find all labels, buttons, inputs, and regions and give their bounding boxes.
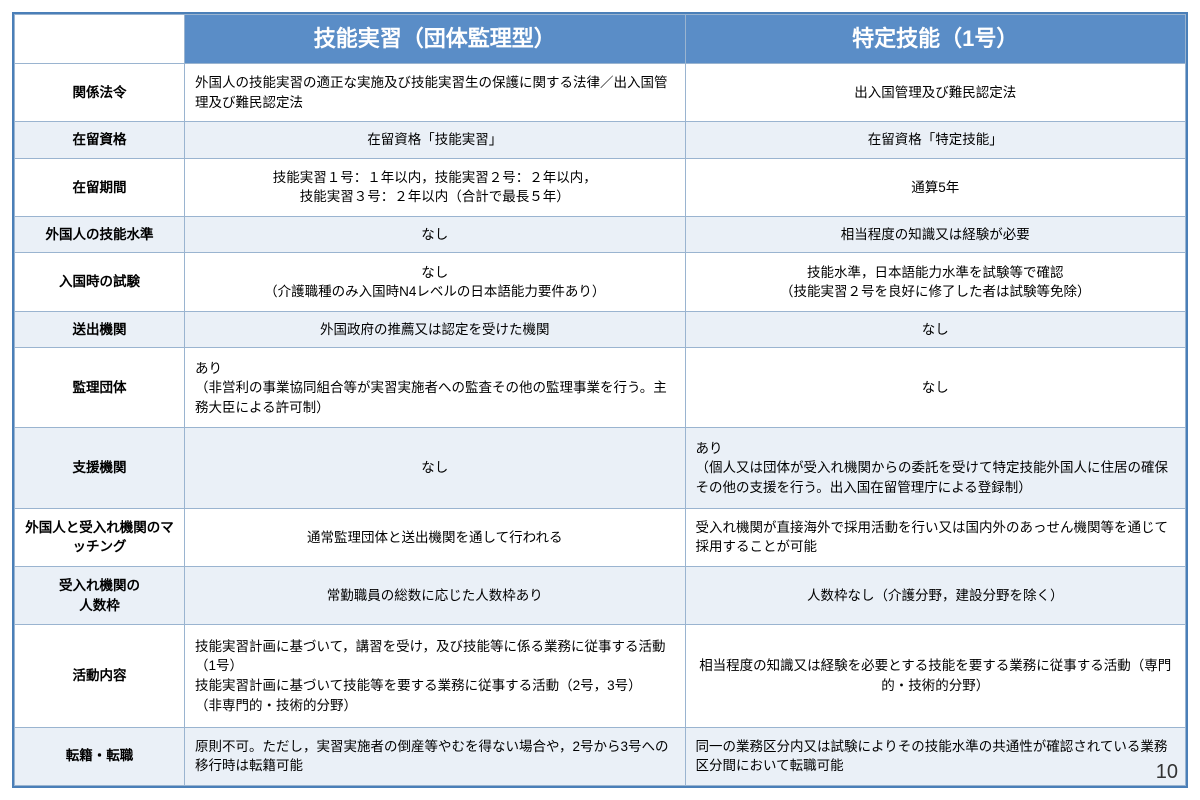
header-row: 技能実習（団体監理型） 特定技能（1号）	[15, 15, 1186, 64]
cell-tokutei: 受入れ機関が直接海外で採用活動を行い又は国内外のあっせん機関等を通じて採用するこ…	[685, 508, 1186, 566]
table-row: 入国時の試験なし （介護職種のみ入国時N4レベルの日本語能力要件あり）技能水準，…	[15, 253, 1186, 311]
cell-tokutei: 出入国管理及び難民認定法	[685, 63, 1186, 121]
header-corner	[15, 15, 185, 64]
cell-tokutei: 相当程度の知識又は経験を必要とする技能を要する業務に従事する活動（専門的・技術的…	[685, 625, 1186, 727]
table-row: 送出機関外国政府の推薦又は認定を受けた機関なし	[15, 311, 1186, 347]
table-row: 活動内容技能実習計画に基づいて，講習を受け，及び技能等に係る業務に従事する活動（…	[15, 625, 1186, 727]
table-row: 監理団体あり （非営利の事業協同組合等が実習実施者への監査その他の監理事業を行う…	[15, 348, 1186, 428]
cell-ginou: なし	[185, 217, 686, 253]
row-label: 受入れ機関の 人数枠	[15, 567, 185, 625]
cell-ginou: あり （非営利の事業協同組合等が実習実施者への監査その他の監理事業を行う。主務大…	[185, 348, 686, 428]
cell-ginou: 外国人の技能実習の適正な実施及び技能実習生の保護に関する法律／出入国管理及び難民…	[185, 63, 686, 121]
table-row: 転籍・転職原則不可。ただし，実習実施者の倒産等やむを得ない場合や，2号から3号へ…	[15, 727, 1186, 785]
table-row: 在留資格在留資格「技能実習」在留資格「特定技能」	[15, 122, 1186, 158]
cell-ginou: 技能実習計画に基づいて，講習を受け，及び技能等に係る業務に従事する活動（1号） …	[185, 625, 686, 727]
cell-tokutei: 通算5年	[685, 158, 1186, 216]
row-label: 転籍・転職	[15, 727, 185, 785]
table-row: 外国人の技能水準なし相当程度の知識又は経験が必要	[15, 217, 1186, 253]
header-col-tokutei: 特定技能（1号）	[685, 15, 1186, 64]
table-frame: 技能実習（団体監理型） 特定技能（1号） 関係法令外国人の技能実習の適正な実施及…	[12, 12, 1188, 788]
cell-ginou: なし	[185, 428, 686, 508]
cell-tokutei: 技能水準，日本語能力水準を試験等で確認 （技能実習２号を良好に修了した者は試験等…	[685, 253, 1186, 311]
cell-tokutei: あり （個人又は団体が受入れ機関からの委託を受けて特定技能外国人に住居の確保その…	[685, 428, 1186, 508]
row-label: 活動内容	[15, 625, 185, 727]
table-row: 受入れ機関の 人数枠常勤職員の総数に応じた人数枠あり人数枠なし（介護分野，建設分…	[15, 567, 1186, 625]
row-label: 外国人の技能水準	[15, 217, 185, 253]
table-row: 外国人と受入れ機関のマッチング通常監理団体と送出機関を通して行われる受入れ機関が…	[15, 508, 1186, 566]
cell-ginou: 常勤職員の総数に応じた人数枠あり	[185, 567, 686, 625]
row-label: 外国人と受入れ機関のマッチング	[15, 508, 185, 566]
comparison-table: 技能実習（団体監理型） 特定技能（1号） 関係法令外国人の技能実習の適正な実施及…	[14, 14, 1186, 786]
cell-ginou: 外国政府の推薦又は認定を受けた機関	[185, 311, 686, 347]
cell-tokutei: 同一の業務区分内又は試験によりその技能水準の共通性が確認されている業務区分間にお…	[685, 727, 1186, 785]
page-number: 10	[1156, 761, 1178, 784]
cell-ginou: なし （介護職種のみ入国時N4レベルの日本語能力要件あり）	[185, 253, 686, 311]
table-body: 関係法令外国人の技能実習の適正な実施及び技能実習生の保護に関する法律／出入国管理…	[15, 63, 1186, 785]
table-row: 支援機関なしあり （個人又は団体が受入れ機関からの委託を受けて特定技能外国人に住…	[15, 428, 1186, 508]
cell-tokutei: 相当程度の知識又は経験が必要	[685, 217, 1186, 253]
cell-tokutei: 人数枠なし（介護分野，建設分野を除く）	[685, 567, 1186, 625]
header-col-ginou: 技能実習（団体監理型）	[185, 15, 686, 64]
table-row: 関係法令外国人の技能実習の適正な実施及び技能実習生の保護に関する法律／出入国管理…	[15, 63, 1186, 121]
row-label: 在留資格	[15, 122, 185, 158]
cell-ginou: 在留資格「技能実習」	[185, 122, 686, 158]
row-label: 監理団体	[15, 348, 185, 428]
cell-ginou: 原則不可。ただし，実習実施者の倒産等やむを得ない場合や，2号から3号への移行時は…	[185, 727, 686, 785]
row-label: 送出機関	[15, 311, 185, 347]
row-label: 支援機関	[15, 428, 185, 508]
cell-tokutei: なし	[685, 311, 1186, 347]
row-label: 入国時の試験	[15, 253, 185, 311]
cell-ginou: 通常監理団体と送出機関を通して行われる	[185, 508, 686, 566]
row-label: 関係法令	[15, 63, 185, 121]
cell-tokutei: 在留資格「特定技能」	[685, 122, 1186, 158]
cell-ginou: 技能実習１号：１年以内，技能実習２号：２年以内， 技能実習３号：２年以内（合計で…	[185, 158, 686, 216]
cell-tokutei: なし	[685, 348, 1186, 428]
table-row: 在留期間技能実習１号：１年以内，技能実習２号：２年以内， 技能実習３号：２年以内…	[15, 158, 1186, 216]
row-label: 在留期間	[15, 158, 185, 216]
